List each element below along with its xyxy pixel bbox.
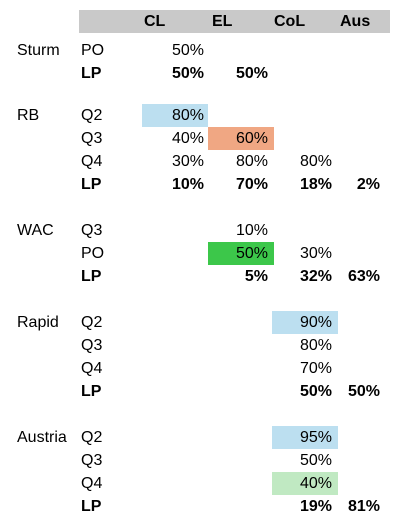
highlight-wac-po-el [208,242,274,265]
cell-col: 40% [299,475,332,492]
highlight-rb-q3-el [208,127,274,150]
row-label: Q3 [81,130,103,147]
cell-cl: 10% [171,176,204,193]
highlight-austria-q4-col [272,472,338,495]
cell-el: 70% [235,176,268,193]
row-label: Q4 [81,153,103,170]
cell-el: 50% [235,65,268,82]
cell-cl: 80% [171,107,204,124]
cell-col: 19% [299,498,332,515]
row-label: Q3 [81,337,103,354]
highlight-rb-q2-cl [142,104,208,127]
highlight-austria-q2-col [272,426,338,449]
cell-el: 50% [235,245,268,262]
cell-cl: 50% [171,42,204,59]
cell-col: 50% [299,452,332,469]
cell-col: 30% [299,245,332,262]
cell-el: 10% [235,222,268,239]
row-label: PO [81,245,105,262]
row-label: Q4 [81,475,103,492]
team-name: WAC [17,222,54,239]
cell-cl: 30% [171,153,204,170]
row-label: LP [81,268,102,285]
cell-aus: 63% [347,268,380,285]
team-name: RB [17,107,40,124]
row-label: Q3 [81,222,103,239]
cell-col: 70% [299,360,332,377]
cell-col: 18% [299,176,332,193]
cell-el: 5% [244,268,268,285]
cell-el: 80% [235,153,268,170]
header-band [79,10,390,33]
header-aus: Aus [340,13,371,30]
header-el: EL [212,13,233,30]
team-name: Sturm [17,42,60,59]
row-label: LP [81,383,102,400]
team-name: Austria [17,429,67,446]
row-label: LP [81,176,102,193]
row-label: LP [81,498,102,515]
cell-col: 80% [299,153,332,170]
cell-el: 60% [235,130,268,147]
row-label: Q2 [81,107,103,124]
header-col: CoL [274,13,306,30]
cell-cl: 50% [171,65,204,82]
header-cl: CL [144,13,166,30]
cell-aus: 81% [347,498,380,515]
row-label: LP [81,65,102,82]
row-label: Q2 [81,429,103,446]
cell-aus: 2% [356,176,380,193]
cell-col: 80% [299,337,332,354]
cell-col: 32% [299,268,332,285]
cell-col: 90% [299,314,332,331]
cell-aus: 50% [347,383,380,400]
row-label: Q2 [81,314,103,331]
row-label: Q3 [81,452,103,469]
row-label: Q4 [81,360,103,377]
row-label: PO [81,42,105,59]
team-name: Rapid [17,314,59,331]
cell-col: 50% [299,383,332,400]
cell-cl: 40% [171,130,204,147]
cell-col: 95% [299,429,332,446]
highlight-rapid-q2-col [272,311,338,334]
